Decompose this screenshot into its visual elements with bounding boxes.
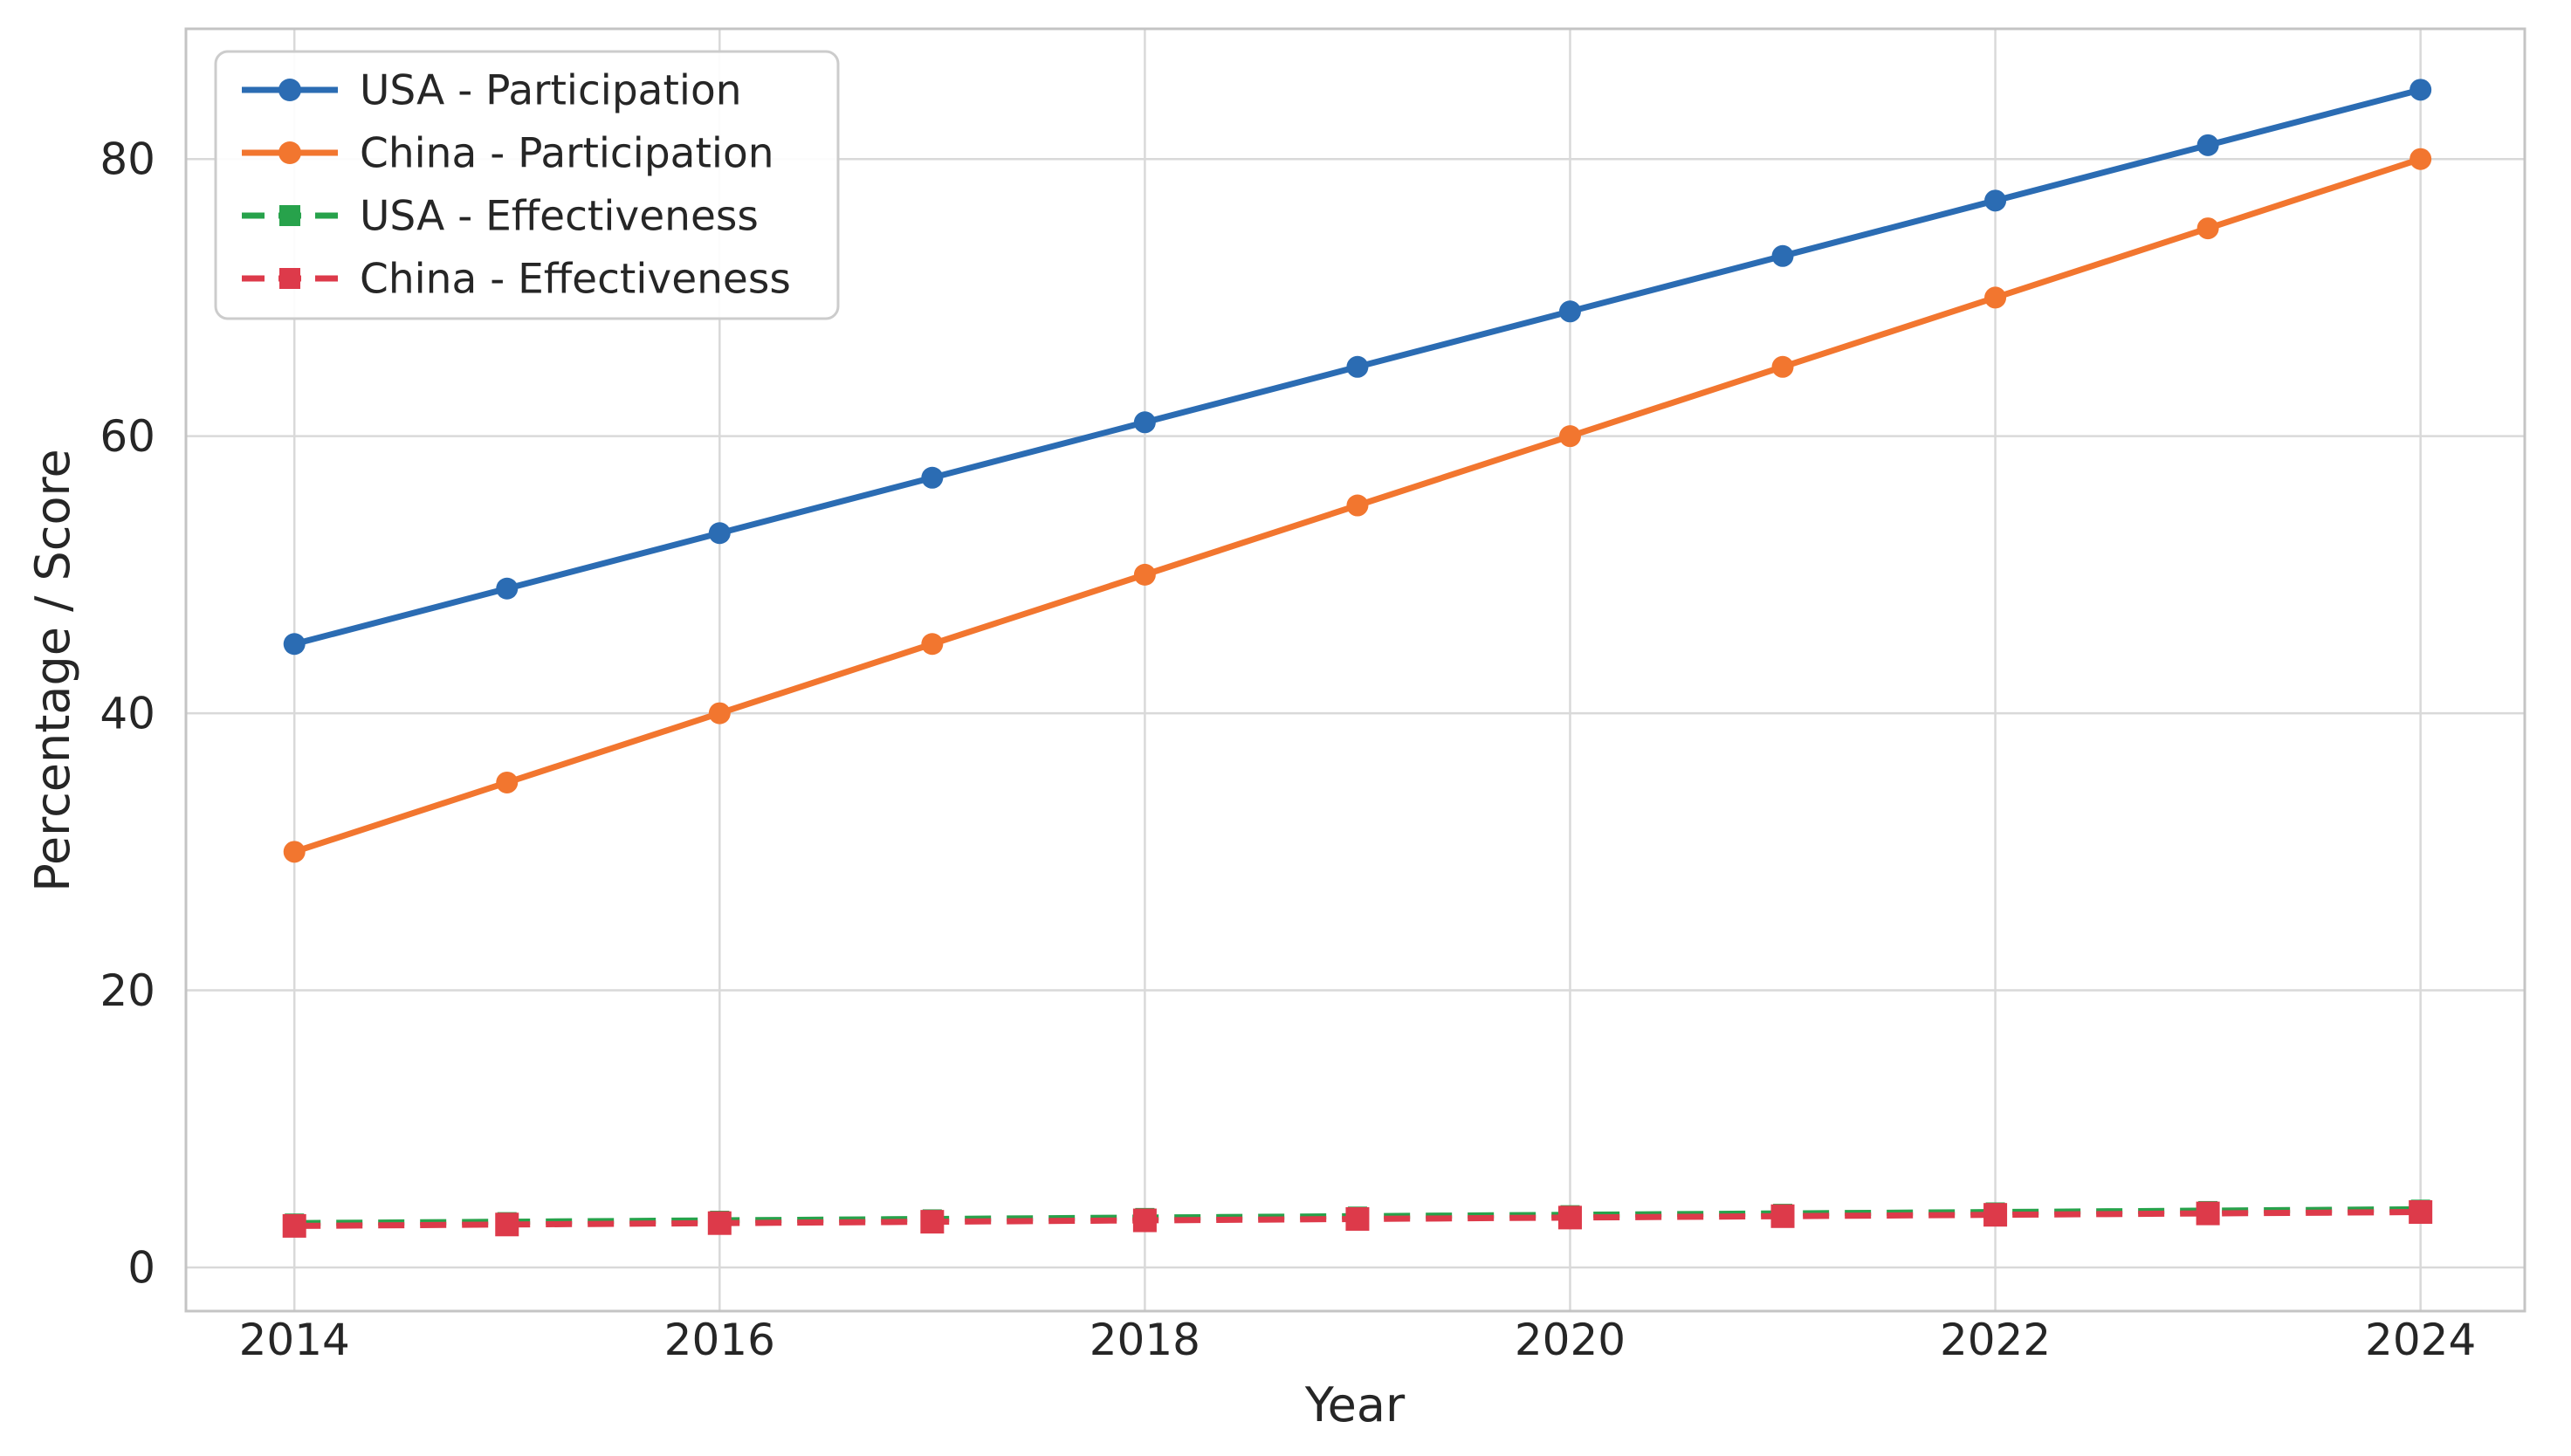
data-point <box>2409 148 2432 170</box>
data-point <box>920 1210 945 1234</box>
y-axis-tick-label: 20 <box>100 965 155 1016</box>
legend-item-usa-effectiveness: USA - Effectiveness <box>242 193 759 241</box>
x-axis-tick-label: 2024 <box>2365 1315 2476 1365</box>
data-point <box>1346 355 1369 378</box>
x-axis-tick-label: 2020 <box>1515 1315 1626 1365</box>
x-axis-tick-label: 2018 <box>1090 1315 1200 1365</box>
data-point <box>1984 286 2007 309</box>
y-axis-tick-label: 80 <box>100 134 155 185</box>
legend-item-china-effectiveness: China - Effectiveness <box>242 256 791 304</box>
data-point <box>1771 244 1794 267</box>
plot-area-border <box>184 27 2526 1313</box>
series-china-participation <box>283 148 2432 863</box>
legend-swatch-marker <box>279 205 300 226</box>
data-point <box>707 1211 732 1235</box>
data-point <box>1558 300 1581 323</box>
tick-labels: 2014 2016 2018 2020 2022 2024 0 20 40 60 80 <box>100 134 2476 1365</box>
y-axis-tick-label: 60 <box>100 411 155 462</box>
data-point <box>2409 1200 2433 1225</box>
data-point <box>708 522 731 545</box>
data-point <box>1983 1203 2008 1227</box>
legend-item-label: China - Effectiveness <box>360 256 791 304</box>
legend-item-usa-participation: USA - Participation <box>242 67 742 115</box>
series-layer <box>282 79 2433 1238</box>
data-point <box>1984 189 2007 212</box>
legend-swatch-marker <box>278 79 301 101</box>
x-axis-tick-label: 2014 <box>239 1315 350 1365</box>
y-axis-tick-label: 0 <box>127 1243 155 1294</box>
x-axis-label: Year <box>1304 1377 1406 1432</box>
data-point <box>1133 563 1156 586</box>
legend-box <box>214 50 840 320</box>
legend-item-label: USA - Effectiveness <box>360 193 759 241</box>
data-point <box>708 702 731 725</box>
data-point <box>282 1213 306 1238</box>
legend-item-china-participation: China - Participation <box>242 130 774 178</box>
data-point <box>2196 1201 2220 1226</box>
data-point <box>1558 425 1581 448</box>
data-point <box>921 633 944 656</box>
data-point <box>1133 411 1156 434</box>
data-point <box>1771 355 1794 378</box>
x-axis-tick-label: 2022 <box>1940 1315 2051 1365</box>
data-point <box>1557 1205 1582 1230</box>
data-point <box>283 841 306 863</box>
data-point <box>2196 217 2219 240</box>
series-usa-participation <box>283 79 2432 656</box>
data-point <box>2409 79 2432 101</box>
data-point <box>2196 134 2219 156</box>
data-point <box>1346 494 1369 517</box>
data-point <box>1345 1206 1370 1231</box>
y-axis-tick-label: 40 <box>100 689 155 739</box>
data-point <box>1770 1204 1795 1228</box>
y-axis-label: Percentage / Score <box>25 449 80 892</box>
legend: USA - Participation China - Participation… <box>214 50 840 320</box>
data-point <box>283 633 306 656</box>
legend-swatch-marker <box>279 268 300 289</box>
legend-item-label: USA - Participation <box>360 67 742 115</box>
legend-item-label: China - Participation <box>360 130 774 178</box>
legend-swatch-marker <box>278 141 301 164</box>
data-point <box>1132 1208 1157 1233</box>
data-point <box>921 466 944 489</box>
data-point <box>496 771 519 793</box>
x-axis-tick-label: 2016 <box>664 1315 775 1365</box>
data-point <box>496 577 519 600</box>
data-point <box>495 1212 519 1237</box>
series-china-effectiveness <box>282 1200 2433 1238</box>
